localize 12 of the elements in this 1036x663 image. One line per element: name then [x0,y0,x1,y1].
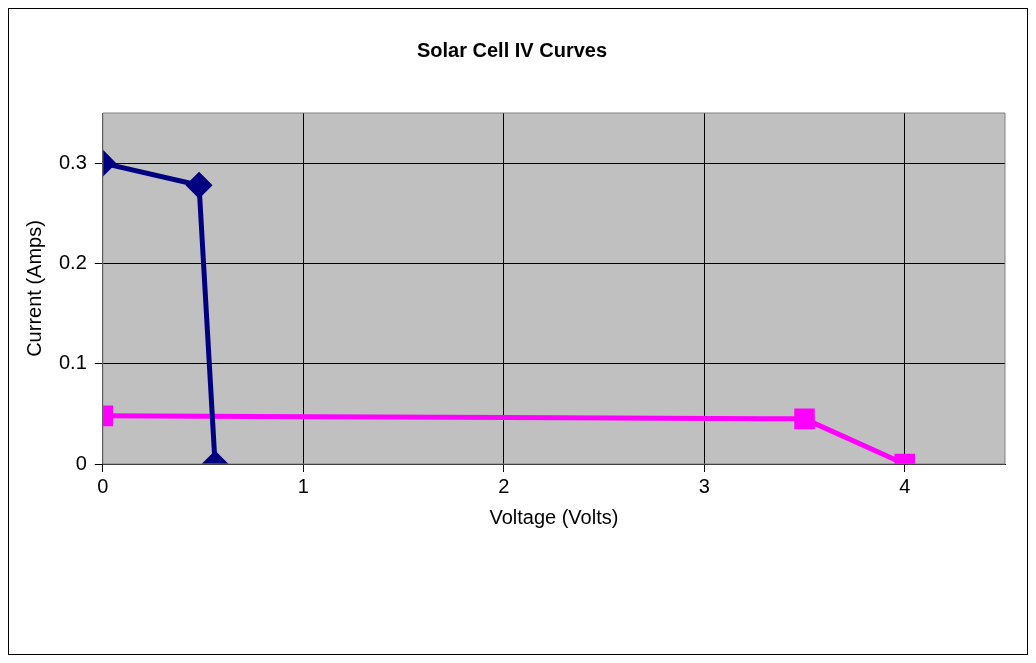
x-tick-label: 2 [498,474,510,497]
x-axis-title: Voltage (Volts) [489,505,619,528]
x-tick-label: 0 [97,474,109,497]
y-tick-label: 0.1 [58,351,87,374]
chart-title: Solar Cell IV Curves [416,38,608,61]
y-axis-title: Current (Amps) [22,220,45,357]
y-tick-label: 0.3 [58,150,87,173]
y-tick-label: 0.2 [58,250,87,273]
x-tick-label: 4 [899,474,911,497]
y-tick-label: 0 [75,451,87,474]
x-tick-label: 1 [297,474,309,497]
x-tick-label: 3 [698,474,710,497]
